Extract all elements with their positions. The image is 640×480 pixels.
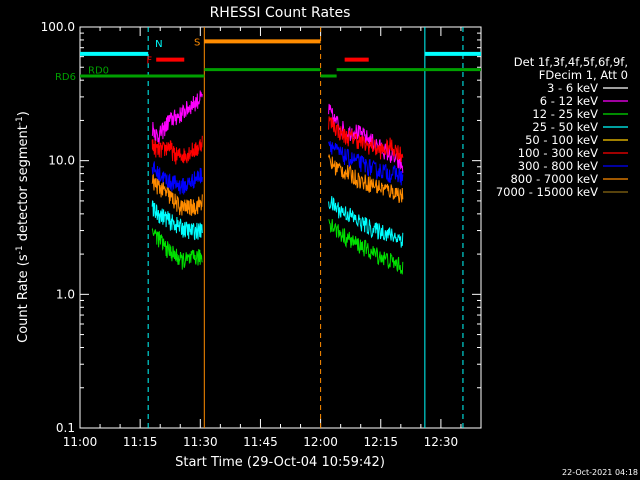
series-line [328, 83, 404, 139]
y-tick-label: 100.0 [41, 20, 75, 34]
series-line [328, 219, 404, 275]
series-line [328, 116, 404, 162]
x-tick-label: 11:15 [123, 435, 158, 449]
legend-header-2: FDecim 1, Att 0 [539, 68, 628, 82]
legend-label: 25 - 50 keV [532, 120, 598, 134]
y-tick-label: 1.0 [56, 287, 75, 301]
series-line [151, 135, 203, 165]
series-line [151, 173, 203, 216]
x-tick-label: 11:45 [243, 435, 278, 449]
legend-label: 300 - 800 keV [518, 159, 598, 173]
x-tick-label: 11:00 [63, 435, 98, 449]
rd6-label: RD6 [55, 72, 76, 83]
x-tick-label: 11:30 [183, 435, 218, 449]
plot-frame [79, 26, 482, 429]
y-tick-label: 10.0 [48, 154, 75, 168]
legend-label: 6 - 12 keV [540, 94, 598, 108]
legend-label: 800 - 7000 keV [510, 172, 598, 186]
night-label: N [155, 39, 162, 50]
saa-label: S [194, 37, 200, 48]
timestamp: 22-Oct-2021 04:18 [562, 468, 638, 477]
series-line [151, 161, 203, 195]
series-line [151, 55, 203, 116]
flare-label: F [146, 56, 152, 67]
series-line [151, 90, 203, 145]
x-tick-label: 12:15 [363, 435, 398, 449]
x-axis-label: Start Time (29-Oct-04 10:59:42) [175, 455, 385, 470]
legend-label: 100 - 300 keV [518, 146, 598, 160]
series-line [328, 196, 404, 248]
plot-area: 0.1 1.0 10.0 100.0 11:00 11:15 11:30 11:45 12:00… [41, 20, 482, 449]
x-tick-label: 12:30 [424, 435, 459, 449]
x-tick-label: 12:00 [303, 435, 338, 449]
legend-label: 12 - 25 keV [532, 107, 598, 121]
legend-header-1: Det 1f,3f,4f,5f,6f,9f, [514, 55, 628, 69]
y-tick-label: 0.1 [56, 421, 75, 435]
legend-label: 50 - 100 keV [525, 133, 598, 147]
series-line [151, 227, 203, 270]
series-line [328, 154, 404, 203]
chart-title: RHESSI Count Rates [210, 5, 351, 21]
legend-label: 7000 - 15000 keV [496, 185, 598, 199]
rd0-label: RD0 [88, 66, 109, 77]
series-line [151, 200, 203, 241]
series-line [328, 141, 404, 186]
legend-label: 3 - 6 keV [547, 81, 598, 95]
y-axis-label: Count Rate (s-1 detector segment-1) [15, 111, 31, 343]
